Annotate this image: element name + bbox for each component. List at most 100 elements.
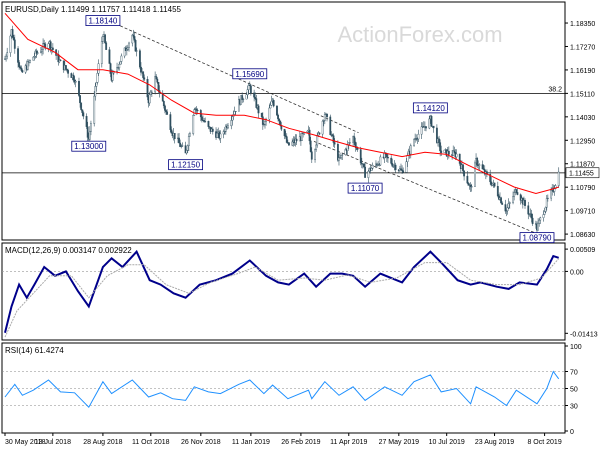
- x-tick-label: 10 Jul 2019: [429, 439, 465, 446]
- candle-body: [29, 60, 31, 63]
- candle-body: [545, 198, 548, 208]
- candle-body: [58, 59, 61, 63]
- candle-body: [59, 59, 62, 61]
- candle-body: [93, 95, 96, 124]
- candle-body: [41, 49, 43, 52]
- candle-body: [283, 129, 286, 137]
- candle-body: [269, 105, 272, 109]
- candle-body: [80, 102, 83, 110]
- candle-body: [20, 67, 23, 71]
- candle-body: [32, 56, 35, 61]
- candle-body: [34, 50, 37, 57]
- candle-body: [413, 139, 415, 146]
- candle-body: [86, 126, 89, 138]
- candle-body: [353, 136, 356, 143]
- candle-body: [81, 109, 84, 113]
- candle-body: [284, 135, 287, 137]
- candle-body: [516, 192, 519, 195]
- candle-body: [285, 136, 288, 143]
- candle-body: [364, 166, 366, 178]
- current-price-tag: [565, 167, 600, 179]
- annotation-box: [168, 159, 203, 171]
- candle-body: [553, 188, 556, 192]
- candle-body: [276, 105, 278, 116]
- candle-body: [339, 157, 341, 159]
- candle-body: [539, 217, 542, 221]
- candle-body: [359, 149, 362, 164]
- rsi-line: [4, 370, 560, 409]
- candle-body: [344, 149, 347, 155]
- candle-body: [140, 66, 142, 73]
- candle-body: [166, 111, 168, 115]
- macd-line: [4, 249, 560, 333]
- candle-body: [249, 85, 252, 94]
- candle-body: [333, 142, 336, 145]
- price-tick-label: 1.15110: [570, 91, 595, 98]
- candle-body: [242, 98, 245, 101]
- candle-body: [463, 170, 465, 177]
- trendline: [101, 17, 359, 134]
- x-tick-label: 11 Oct 2018: [132, 439, 170, 446]
- candle-body: [120, 55, 123, 62]
- candle-body: [148, 94, 151, 104]
- macd-panel-frame: [1, 242, 566, 341]
- candle-body: [65, 65, 67, 70]
- candle-body: [321, 120, 324, 135]
- candle-body: [189, 133, 191, 137]
- candle-body: [97, 63, 100, 74]
- candle-body: [108, 49, 111, 64]
- fib-level-label: 38.2: [548, 86, 562, 93]
- candle-body: [143, 77, 146, 80]
- candle-body: [306, 130, 309, 133]
- candle-body: [538, 219, 541, 224]
- annotation-label: 1.11070: [351, 184, 380, 193]
- price-tick-label: 1.18350: [570, 21, 595, 28]
- candle-body: [192, 115, 195, 134]
- candle-body: [341, 154, 344, 156]
- rsi-header: RSI(14) 61.4274: [5, 346, 64, 355]
- candle-body: [149, 91, 152, 95]
- candle-body: [40, 50, 42, 53]
- candle-body: [96, 73, 99, 83]
- candle-body: [11, 29, 14, 38]
- price-header: EURUSD,Daily 1.11499 1.11757 1.11418 1.1…: [5, 5, 182, 14]
- candle-body: [133, 36, 136, 41]
- rsi-panel-frame: [1, 342, 566, 434]
- candle-body: [277, 114, 279, 120]
- candle-body: [74, 81, 77, 83]
- candle-body: [505, 210, 508, 212]
- x-tick-label: 23 Aug 2019: [475, 439, 514, 446]
- candle-body: [49, 41, 52, 50]
- candle-body: [391, 163, 394, 167]
- candle-body: [21, 70, 24, 73]
- candle-body: [157, 82, 160, 91]
- candle-body: [111, 72, 114, 81]
- candle-body: [13, 39, 16, 49]
- candle-body: [36, 52, 39, 54]
- candle-body: [162, 101, 165, 107]
- candle-body: [519, 194, 522, 201]
- candle-body: [154, 76, 157, 93]
- candle-body: [500, 197, 502, 204]
- annotation-box: [347, 182, 383, 194]
- annotation-label: 1.14120: [416, 104, 445, 113]
- candle-body: [550, 190, 553, 199]
- candle-body: [5, 55, 7, 60]
- candle-body: [370, 168, 373, 171]
- candle-body: [100, 41, 103, 64]
- candle-body: [44, 43, 47, 49]
- candle-body: [161, 92, 164, 102]
- candle-body: [360, 162, 363, 165]
- candle-body: [301, 132, 303, 141]
- annotation-label: 1.18140: [88, 17, 117, 26]
- candle-body: [530, 213, 533, 219]
- candle-body: [255, 98, 258, 108]
- candle-body: [537, 223, 539, 231]
- candle-body: [447, 150, 450, 155]
- candle-body: [524, 200, 526, 206]
- candle-body: [308, 129, 311, 142]
- candle-body: [230, 120, 233, 127]
- candle-body: [348, 142, 351, 144]
- candle-body: [554, 185, 557, 190]
